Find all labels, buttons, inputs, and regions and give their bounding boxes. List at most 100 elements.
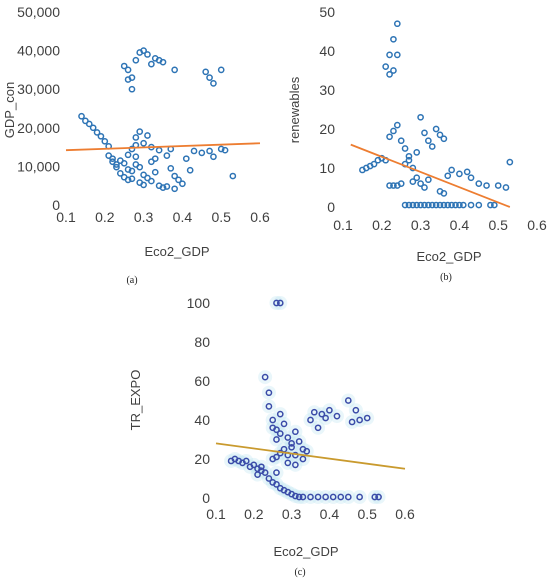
data-point <box>456 170 463 178</box>
point-halo <box>348 403 363 418</box>
point-halo <box>265 475 280 490</box>
data-point <box>322 414 329 422</box>
y-axis-title: TR_EXPO <box>128 370 143 431</box>
point-halo <box>341 490 356 505</box>
data-point <box>171 66 178 74</box>
data-point <box>265 389 273 397</box>
data-point <box>159 58 167 66</box>
x-tick-label: 0.6 <box>250 209 270 225</box>
y-tick-label: 40,000 <box>17 43 60 59</box>
data-point <box>436 201 444 209</box>
data-point <box>273 299 280 307</box>
data-point <box>273 469 280 476</box>
x-axis-title: Eco2_GDP <box>273 544 338 559</box>
data-point <box>299 493 307 501</box>
point-halo <box>303 490 318 505</box>
data-point <box>490 201 498 209</box>
point-halo <box>288 424 303 439</box>
x-tick-label: 0.6 <box>527 217 547 233</box>
data-point <box>386 71 393 78</box>
data-point <box>303 447 311 455</box>
point-halo <box>284 440 299 455</box>
point-halo <box>284 487 299 502</box>
data-point <box>120 62 128 70</box>
data-point <box>128 145 136 153</box>
point-halo <box>273 481 288 496</box>
data-point <box>502 184 510 191</box>
data-point <box>428 143 436 150</box>
point-halo <box>273 407 288 422</box>
data-point <box>254 471 261 478</box>
y-tick-label: 100 <box>187 295 211 311</box>
y-tick-label: 30,000 <box>17 81 60 97</box>
x-tick-label: 0.4 <box>450 217 470 233</box>
y-tick-label: 60 <box>194 373 210 389</box>
panel-label: (b) <box>440 272 452 283</box>
x-tick-label: 0.2 <box>372 217 392 233</box>
y-tick-label: 20 <box>319 121 335 137</box>
data-point <box>210 80 217 87</box>
data-point <box>425 201 432 209</box>
data-point <box>242 457 250 465</box>
data-point <box>265 403 273 410</box>
point-halo <box>318 490 333 505</box>
data-point <box>175 176 182 184</box>
data-point <box>506 158 514 166</box>
point-halo <box>311 490 326 505</box>
x-tick-label: 0.6 <box>395 506 415 522</box>
data-point <box>386 182 393 189</box>
data-point <box>144 51 151 58</box>
data-point <box>288 443 295 451</box>
point-halo <box>314 407 329 422</box>
data-point <box>405 152 413 160</box>
panel-label: (c) <box>294 567 305 578</box>
x-tick-label: 0.1 <box>56 209 76 225</box>
data-point <box>171 172 178 180</box>
point-halo <box>352 490 367 505</box>
x-tick-label: 0.4 <box>320 506 340 522</box>
data-point <box>250 461 258 469</box>
data-point <box>78 112 85 120</box>
data-point <box>452 201 459 209</box>
data-point <box>318 410 326 418</box>
data-point <box>273 426 280 434</box>
point-halo <box>345 414 360 429</box>
point-halo <box>254 463 269 478</box>
data-point <box>273 453 280 461</box>
data-point <box>425 176 432 184</box>
data-point <box>314 424 322 432</box>
data-point <box>417 201 424 209</box>
data-point <box>269 416 277 424</box>
data-point <box>206 74 213 81</box>
data-point <box>322 493 329 501</box>
data-point <box>292 461 299 469</box>
data-point <box>397 180 405 187</box>
point-halo <box>258 370 273 385</box>
data-point <box>273 436 280 443</box>
data-point <box>128 167 136 175</box>
data-point <box>155 146 163 154</box>
data-point <box>417 180 424 187</box>
point-halo <box>235 455 250 470</box>
point-halo <box>265 452 280 466</box>
y-tick-label: 20,000 <box>17 120 60 136</box>
y-tick-label: 40 <box>319 43 335 59</box>
data-point <box>307 493 314 501</box>
data-point <box>151 168 159 176</box>
data-point <box>390 182 397 189</box>
point-halo <box>367 490 382 505</box>
x-axis-title: Eco2_GDP <box>416 249 481 264</box>
data-point <box>393 51 401 59</box>
data-point <box>148 60 155 68</box>
x-tick-label: 0.5 <box>211 209 231 225</box>
trend-line <box>65 142 261 152</box>
point-halo <box>322 403 337 418</box>
y-tick-label: 0 <box>202 490 210 506</box>
data-point <box>386 51 393 59</box>
chart-panel-1: 0 10,000 20,000 30,000 40,000 50,000 0.1 0.2 0.3… <box>2 4 270 286</box>
data-point <box>132 134 140 141</box>
data-point <box>390 127 397 135</box>
data-point <box>179 180 186 188</box>
point-halo <box>288 448 303 463</box>
data-point <box>352 406 360 414</box>
